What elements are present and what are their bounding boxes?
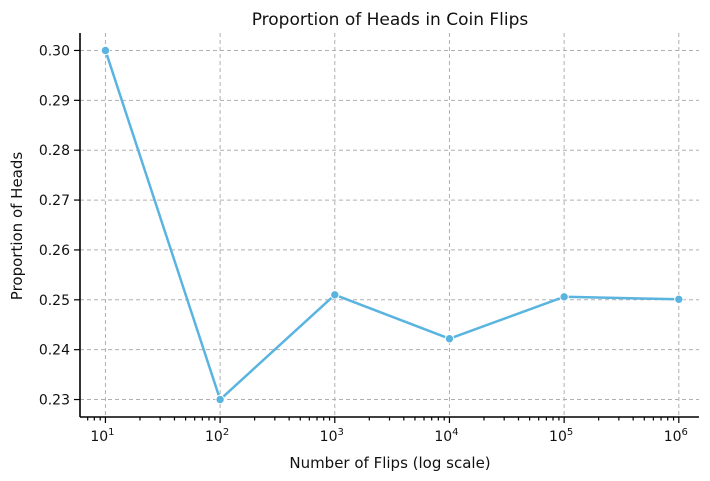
y-tick-label: 0.23 — [39, 393, 70, 409]
x-tick-label: 101 — [90, 427, 114, 445]
y-tick-label: 0.25 — [39, 293, 70, 309]
x-tick-label: 104 — [434, 427, 458, 445]
x-tick-label: 106 — [664, 427, 688, 445]
data-point — [444, 334, 455, 344]
x-tick-label: 103 — [320, 427, 344, 445]
data-point — [100, 45, 111, 56]
y-tick-label: 0.27 — [39, 193, 70, 209]
series — [100, 45, 684, 405]
y-axis-label: Proportion of Heads — [8, 152, 26, 301]
y-tick-label: 0.26 — [39, 243, 70, 259]
grid — [80, 33, 699, 417]
data-point — [330, 290, 340, 300]
y-tick-label: 0.28 — [39, 143, 70, 159]
y-tick-label: 0.29 — [39, 93, 70, 109]
data-point — [559, 292, 569, 302]
data-point — [215, 394, 225, 405]
y-tick-label: 0.24 — [39, 343, 70, 359]
x-tick-label: 102 — [205, 427, 229, 445]
axes: 101 102 103 104 105 106 0.23 0.24 0.25 0.26 0.27 0.… — [39, 33, 699, 445]
y-tick-label: 0.30 — [39, 43, 70, 59]
x-tick-label: 105 — [549, 427, 573, 445]
data-point — [674, 294, 684, 305]
x-axis-label: Number of Flips (log scale) — [289, 454, 490, 472]
chart-title: Proportion of Heads in Coin Flips — [252, 10, 529, 30]
series-line — [104, 50, 679, 401]
